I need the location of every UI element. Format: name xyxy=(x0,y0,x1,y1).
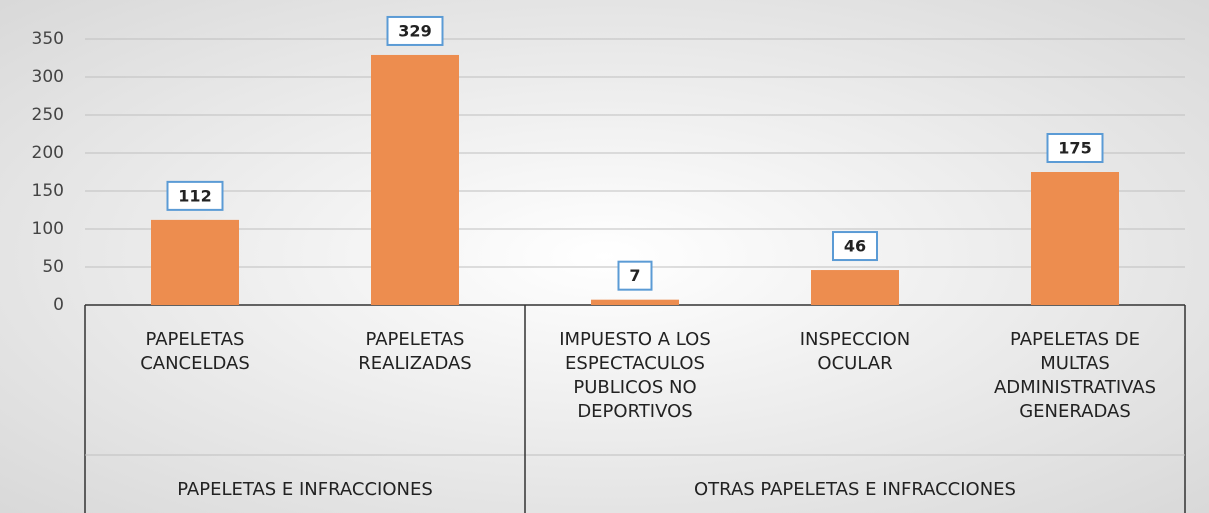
y-tick-label: 100 xyxy=(32,219,64,239)
value-label-box xyxy=(386,15,444,46)
x-tick-label: PAPELETAS CANCELDAS xyxy=(140,329,250,374)
value-label-box xyxy=(617,260,653,291)
value-label-box xyxy=(1046,133,1104,163)
bar xyxy=(811,270,899,305)
y-tick-label: 50 xyxy=(42,257,64,277)
x-tick-label: PAPELETAS DE MULTAS ADMINISTRATIVAS GENERAD… xyxy=(994,329,1156,422)
y-tick-label: 200 xyxy=(32,143,64,163)
value-label: 7 xyxy=(629,266,640,285)
value-label: 46 xyxy=(844,237,866,256)
x-tick-label: PAPELETAS REALIZADAS xyxy=(358,329,471,374)
value-label: 329 xyxy=(398,21,431,40)
group-label: OTRAS PAPELETAS E INFRACCIONES xyxy=(694,479,1016,500)
y-tick-label: 0 xyxy=(53,295,64,315)
bar xyxy=(1031,172,1119,305)
y-tick-label: 250 xyxy=(32,105,64,125)
value-label-box xyxy=(166,180,224,211)
x-tick-label: IMPUESTO A LOS ESPECTACULOS PUBLICOS NO DEP… xyxy=(559,329,711,422)
value-label: 175 xyxy=(1058,139,1091,158)
bar xyxy=(151,219,239,305)
y-tick-label: 350 xyxy=(32,29,64,49)
value-label-box xyxy=(832,231,878,262)
bar xyxy=(591,299,679,305)
y-tick-label: 300 xyxy=(32,67,64,87)
value-label: 112 xyxy=(178,186,211,205)
bar xyxy=(371,54,459,306)
x-tick-label: INSPECCION OCULAR xyxy=(800,329,911,374)
group-label: PAPELETAS E INFRACCIONES xyxy=(177,479,433,500)
y-tick-label: 150 xyxy=(32,181,64,201)
